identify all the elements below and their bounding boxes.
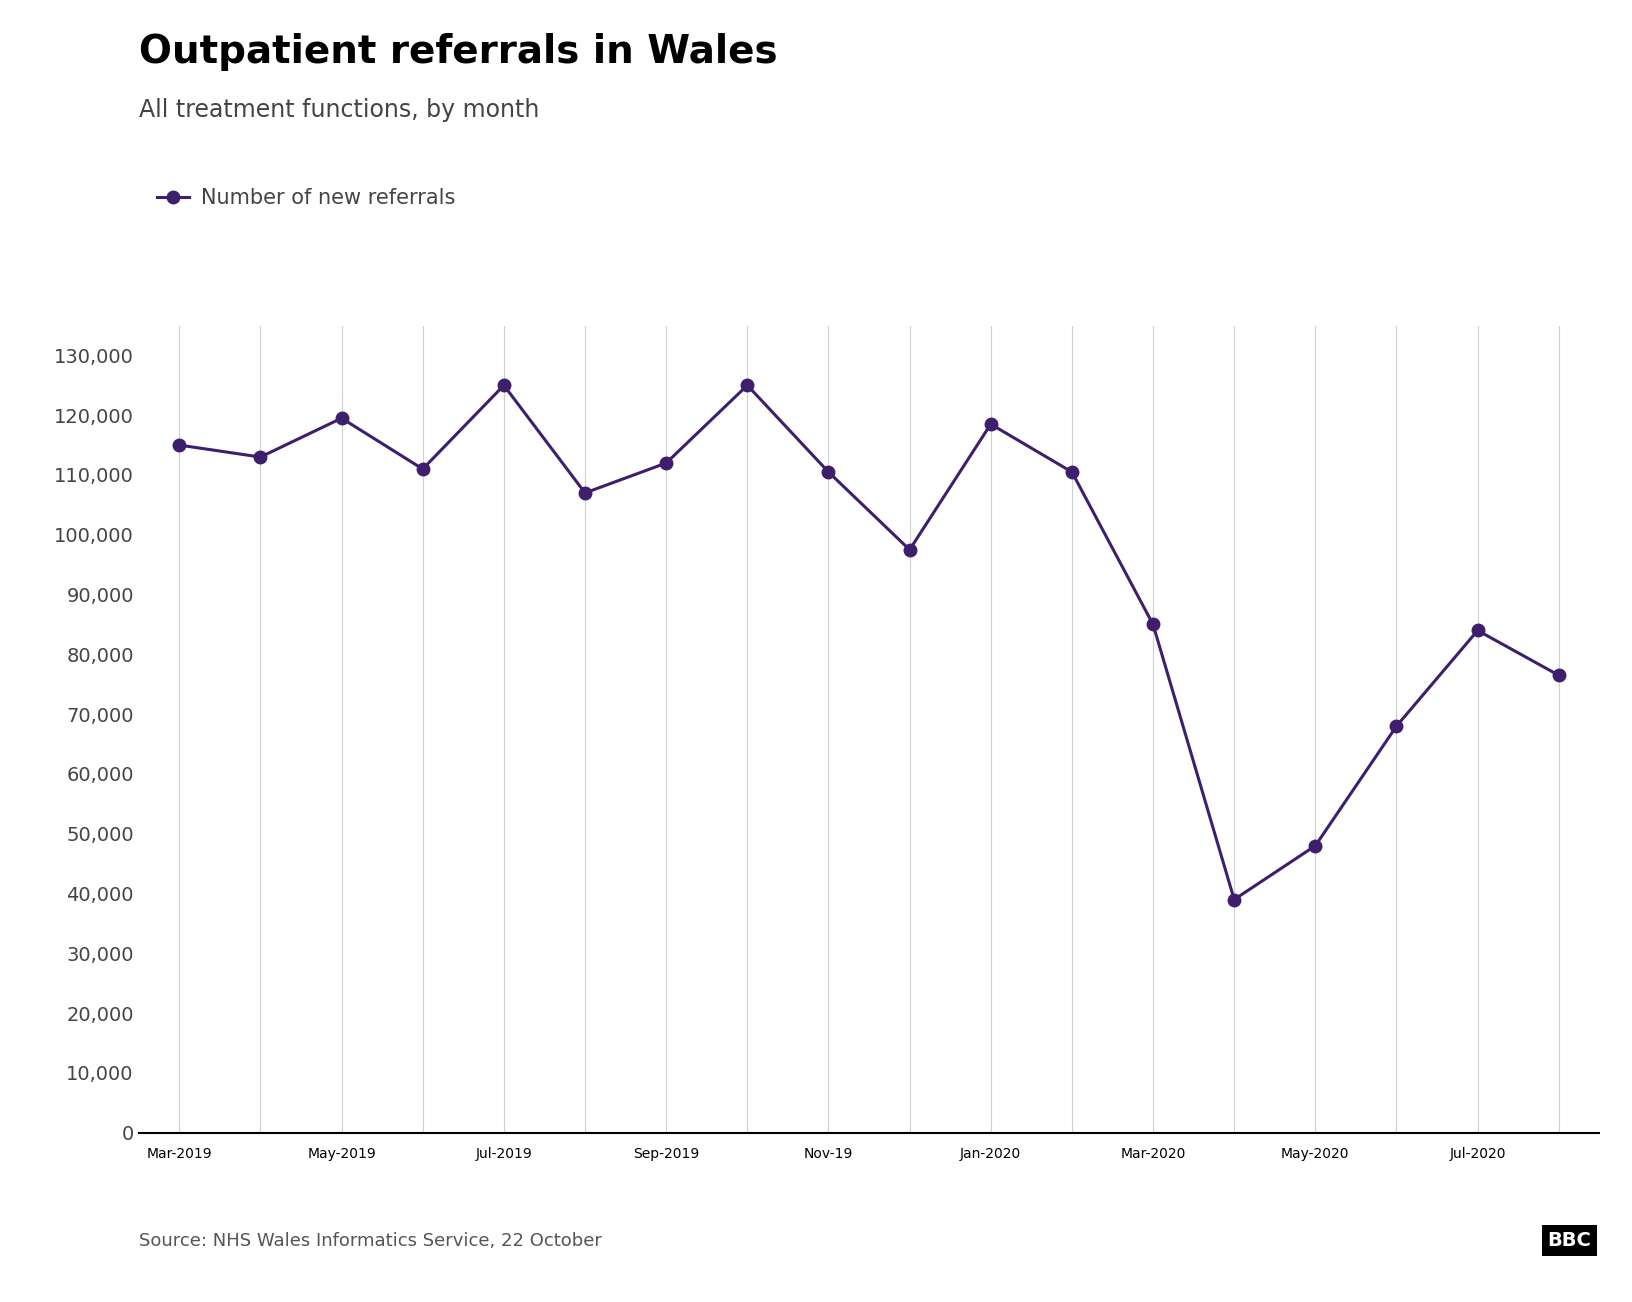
Legend: Number of new referrals: Number of new referrals <box>149 180 463 216</box>
Text: BBC: BBC <box>1547 1230 1591 1250</box>
Text: Source: NHS Wales Informatics Service, 22 October: Source: NHS Wales Informatics Service, 2… <box>139 1232 602 1250</box>
Text: Outpatient referrals in Wales: Outpatient referrals in Wales <box>139 33 777 70</box>
Text: All treatment functions, by month: All treatment functions, by month <box>139 98 539 121</box>
